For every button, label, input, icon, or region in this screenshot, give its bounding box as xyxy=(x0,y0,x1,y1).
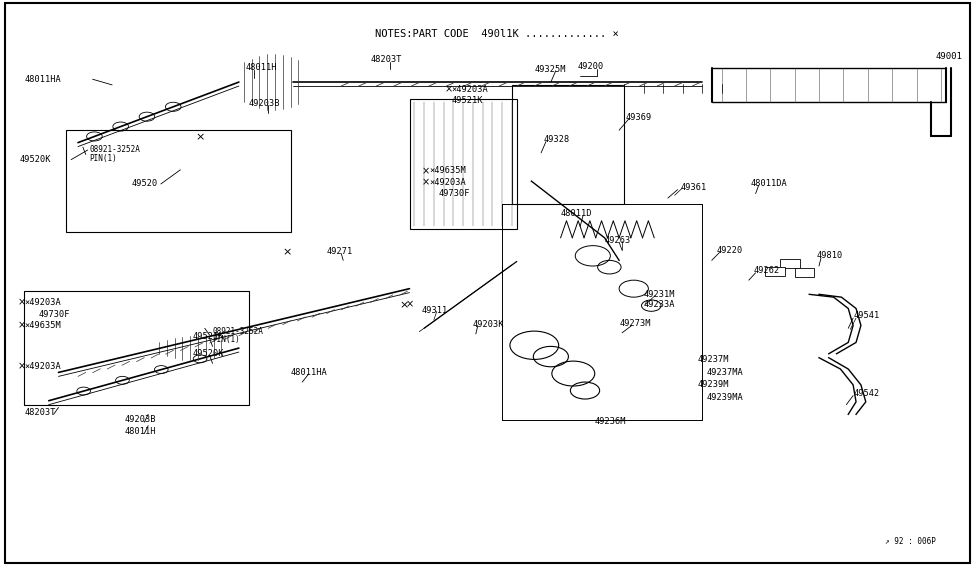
Text: 49520K: 49520K xyxy=(20,155,51,164)
Text: 48011HA: 48011HA xyxy=(24,75,61,84)
Text: 49220: 49220 xyxy=(717,246,743,255)
Text: ↗ 92 : 006P: ↗ 92 : 006P xyxy=(885,537,936,546)
Text: NOTES:PART CODE  490l1K ............. ×: NOTES:PART CODE 490l1K ............. × xyxy=(375,29,619,39)
Text: 48011H: 48011H xyxy=(125,427,156,436)
Text: 49541: 49541 xyxy=(853,311,879,320)
Text: ×49635M: ×49635M xyxy=(24,321,61,330)
Text: 49231M: 49231M xyxy=(644,290,675,299)
Text: 48011D: 48011D xyxy=(561,209,592,218)
Text: 49239M: 49239M xyxy=(697,380,728,389)
Text: 49263: 49263 xyxy=(604,236,631,245)
Text: 49203K: 49203K xyxy=(473,320,504,329)
Text: 48011H: 48011H xyxy=(246,63,277,72)
FancyBboxPatch shape xyxy=(765,267,785,276)
Text: ×: × xyxy=(195,132,205,142)
Text: 49325M: 49325M xyxy=(534,65,566,74)
Text: 48203T: 48203T xyxy=(370,55,402,64)
Text: ×: × xyxy=(445,84,452,95)
Text: ×: × xyxy=(18,298,25,308)
Text: 49273M: 49273M xyxy=(619,319,650,328)
Text: 49520: 49520 xyxy=(132,179,158,188)
Text: ×: × xyxy=(400,301,410,311)
Text: 49730F: 49730F xyxy=(39,310,70,319)
Text: ×49203A: ×49203A xyxy=(451,85,488,94)
Text: 49810: 49810 xyxy=(817,251,843,260)
Text: PIN(1): PIN(1) xyxy=(213,335,240,344)
Text: 49236M: 49236M xyxy=(595,417,626,426)
Text: 49001: 49001 xyxy=(936,52,963,61)
Text: ×: × xyxy=(18,320,25,331)
FancyBboxPatch shape xyxy=(5,3,970,563)
Text: ×49203A: ×49203A xyxy=(429,178,466,187)
Text: 49262: 49262 xyxy=(754,266,780,275)
Text: 49271: 49271 xyxy=(327,247,353,256)
Text: ×: × xyxy=(406,299,413,310)
Text: ×: × xyxy=(422,177,430,187)
Text: 49203B: 49203B xyxy=(249,98,280,108)
Text: 08921-3252A: 08921-3252A xyxy=(213,327,263,336)
Text: ×49203A: ×49203A xyxy=(24,362,61,371)
Text: 49239MA: 49239MA xyxy=(707,393,744,402)
Text: ×: × xyxy=(422,166,430,176)
Text: 49730F: 49730F xyxy=(439,189,470,198)
FancyBboxPatch shape xyxy=(780,259,799,268)
Text: 49203B: 49203B xyxy=(125,415,156,424)
Text: 49311: 49311 xyxy=(421,306,448,315)
Text: ×49635M: ×49635M xyxy=(429,166,466,175)
Text: 48011HA: 48011HA xyxy=(291,368,328,377)
Text: 49520K: 49520K xyxy=(192,349,223,358)
Text: 49521K: 49521K xyxy=(451,96,483,105)
Text: 49237MA: 49237MA xyxy=(707,368,744,377)
Text: 49542: 49542 xyxy=(853,389,879,398)
Text: 49237M: 49237M xyxy=(697,355,728,364)
Text: ×: × xyxy=(283,247,292,257)
Text: 49369: 49369 xyxy=(626,113,652,122)
Text: 49361: 49361 xyxy=(681,183,707,192)
FancyBboxPatch shape xyxy=(795,268,814,277)
Text: 49328: 49328 xyxy=(543,135,569,144)
Text: 49200: 49200 xyxy=(577,62,604,71)
Text: ×: × xyxy=(18,362,25,372)
Text: 48203T: 48203T xyxy=(24,408,56,417)
Text: 48011DA: 48011DA xyxy=(751,179,788,188)
Text: 49233A: 49233A xyxy=(644,300,675,309)
Text: ×49203A: ×49203A xyxy=(24,298,61,307)
Text: PIN(1): PIN(1) xyxy=(90,154,117,163)
Text: 08921-3252A: 08921-3252A xyxy=(90,145,140,155)
Text: 49521K: 49521K xyxy=(192,332,223,341)
